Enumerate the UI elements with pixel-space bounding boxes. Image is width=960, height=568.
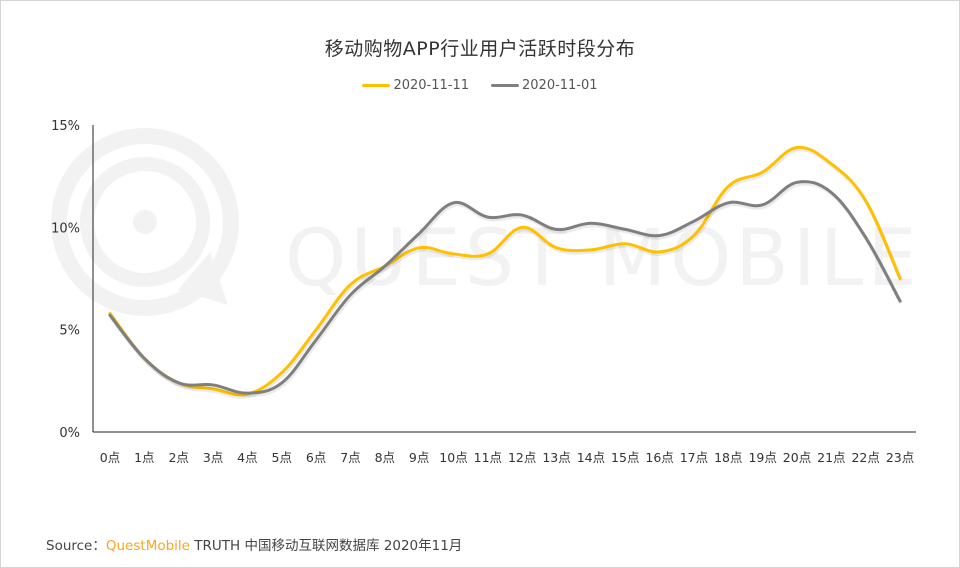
x-tick-label: 9点	[409, 450, 429, 465]
x-tick-label: 21点	[817, 450, 845, 465]
x-tick-label: 23点	[886, 450, 914, 465]
chart-title: 移动购物APP行业用户活跃时段分布	[324, 38, 636, 60]
x-tick-label: 5点	[272, 450, 292, 465]
x-tick-label: 6点	[306, 450, 326, 465]
x-tick-label: 15点	[611, 450, 639, 465]
x-tick-label: 13点	[542, 450, 570, 465]
legend-label: 2020-11-01	[522, 78, 598, 93]
watermark-text: QUEST MOBILE	[285, 214, 921, 304]
x-tick-label: 16点	[645, 450, 673, 465]
series-lines	[108, 145, 903, 399]
y-tick-label: 5%	[59, 324, 80, 339]
source-suffix: TRUTH 中国移动互联网数据库 2020年11月	[189, 538, 463, 554]
x-tick-label: 0点	[100, 450, 120, 465]
x-tick-label: 7点	[340, 450, 360, 465]
legend-item-2020-11-01[interactable]: 2020-11-01	[491, 78, 598, 93]
x-tick-label: 17点	[680, 450, 708, 465]
x-tick-label: 14点	[577, 450, 605, 465]
source-brand: QuestMobile	[105, 538, 190, 554]
source-note: Source：QuestMobile TRUTH 中国移动互联网数据库 2020…	[46, 534, 462, 554]
legend: 2020-11-11 2020-11-01	[0, 78, 960, 93]
legend-swatch-gray	[491, 84, 519, 87]
x-tick-label: 12点	[508, 450, 536, 465]
legend-label: 2020-11-11	[393, 78, 469, 93]
x-tick-label: 1点	[134, 450, 154, 465]
x-tick-label: 20点	[783, 450, 811, 465]
y-tick-label: 10%	[51, 221, 80, 236]
legend-item-2020-11-11[interactable]: 2020-11-11	[362, 78, 469, 93]
legend-swatch-yellow	[362, 84, 391, 87]
x-tick-labels: 0点 1点 2点 3点 4点 5点 6点 7点 8点 9点 10点 11点 12点 13点 14点 15点 16…	[100, 450, 914, 465]
x-tick-label: 3点	[203, 450, 223, 465]
x-tick-label: 22点	[851, 450, 879, 465]
watermark-logo-icon	[51, 128, 239, 316]
source-prefix: Source：	[46, 538, 106, 554]
x-tick-label: 18点	[714, 450, 742, 465]
x-tick-label: 19点	[748, 450, 776, 465]
x-tick-label: 11点	[474, 450, 502, 465]
series-line-2020-11-01	[108, 180, 902, 395]
x-tick-label: 2点	[168, 450, 188, 465]
x-tick-label: 8点	[375, 450, 395, 465]
x-tick-label: 10点	[439, 450, 467, 465]
x-tick-label: 4点	[237, 450, 257, 465]
y-tick-label: 0%	[59, 426, 80, 441]
y-tick-labels: 0% 5% 10% 15%	[51, 119, 80, 441]
y-tick-label: 15%	[51, 119, 80, 134]
